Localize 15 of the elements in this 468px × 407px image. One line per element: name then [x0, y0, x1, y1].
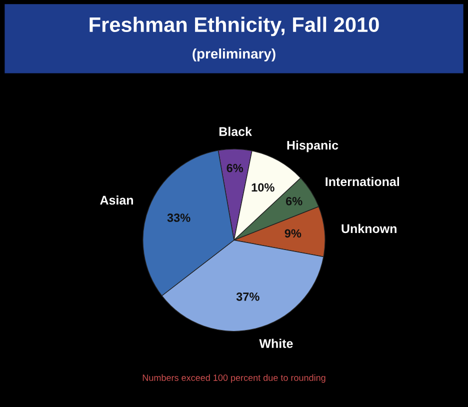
slice-label: Unknown	[342, 224, 396, 234]
chart-title: Freshman Ethnicity, Fall 2010	[90, 16, 379, 36]
slice-label: International	[326, 176, 399, 186]
chart-subtitle: (preliminary)	[192, 48, 276, 62]
data-label: 6%	[286, 196, 302, 206]
slice-label: Asian	[100, 195, 134, 205]
data-label: 33%	[167, 214, 190, 222]
data-label: 10%	[252, 183, 274, 192]
text: Numbers exceed 100 percent due to rounding	[142, 374, 326, 383]
data-label: 37%	[236, 292, 260, 301]
data-label: 9%	[284, 229, 302, 238]
slice-label: Hispanic	[287, 140, 338, 152]
data-label: 6%	[226, 164, 244, 172]
slice-label: White	[259, 338, 293, 348]
slice-label: Black	[219, 126, 252, 136]
